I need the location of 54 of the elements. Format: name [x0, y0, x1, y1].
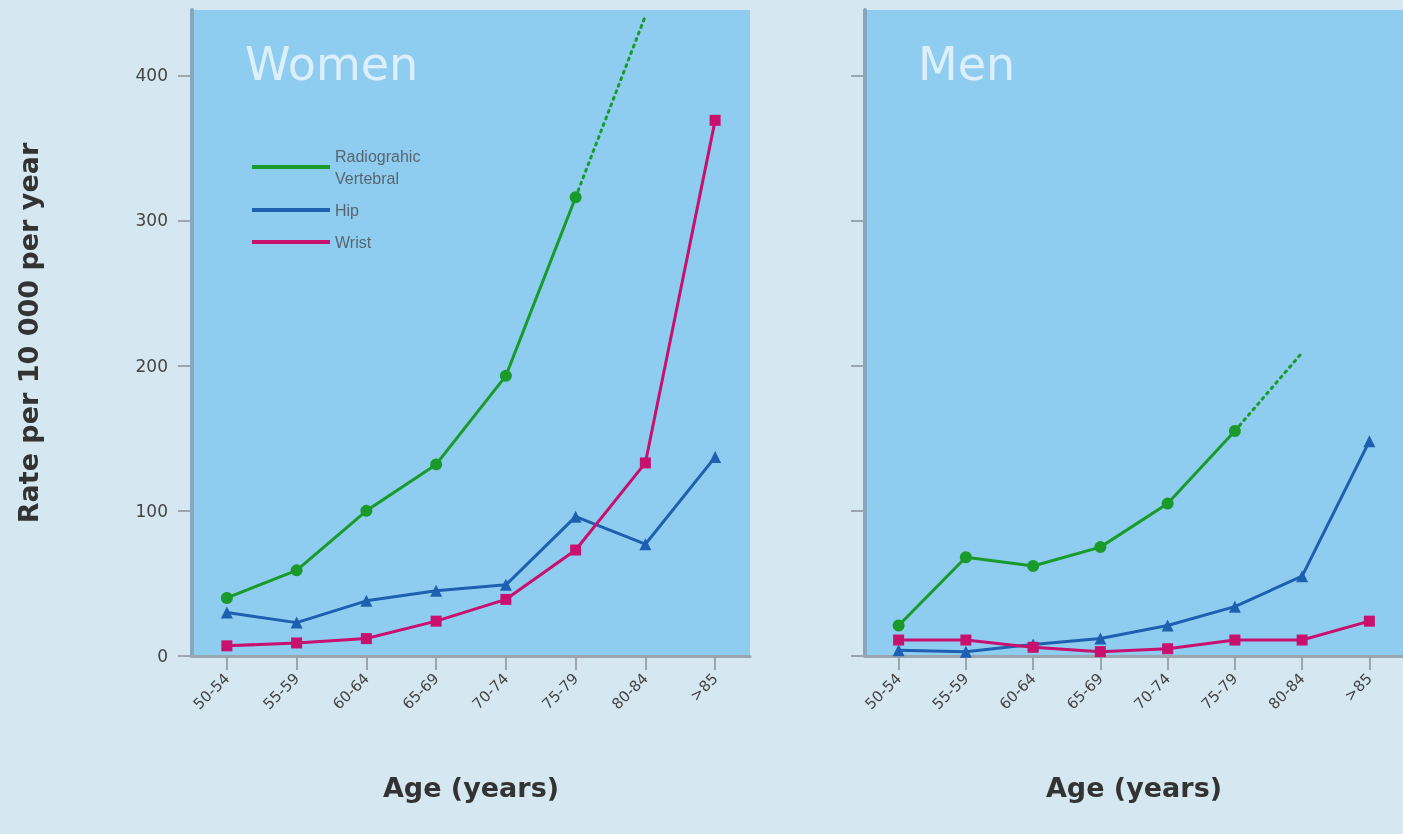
x-axis-title: Age (years) [1045, 772, 1223, 803]
legend-label: Wrist [335, 233, 372, 251]
point [892, 644, 905, 657]
point [430, 584, 443, 597]
point [1094, 632, 1107, 645]
point [220, 606, 233, 619]
point [430, 615, 442, 627]
point [959, 551, 972, 564]
point [220, 591, 233, 604]
text: Men [918, 37, 1016, 91]
point [1229, 634, 1241, 646]
point [709, 451, 722, 464]
point [893, 634, 905, 646]
point [1228, 424, 1241, 437]
point [1161, 497, 1174, 510]
y-tick-label: 300 [135, 210, 168, 231]
y-tick-label: 100 [135, 500, 168, 521]
point [1363, 435, 1376, 448]
y-tick-label: 400 [135, 65, 168, 86]
point [291, 637, 303, 649]
point [221, 640, 233, 652]
y-tick-label: 200 [135, 355, 168, 376]
point [500, 593, 512, 605]
point [290, 564, 303, 577]
point [1296, 634, 1308, 646]
point [360, 633, 372, 645]
point [569, 191, 582, 204]
y-tick-label: 0 [157, 646, 168, 666]
point [360, 504, 373, 517]
legend-label: Hip [335, 201, 360, 219]
x-axis-title: Age (years) [382, 772, 560, 803]
point [709, 114, 721, 126]
point [360, 594, 373, 607]
point [1027, 560, 1040, 572]
point [499, 369, 512, 382]
point [892, 619, 905, 632]
text: Women [245, 37, 419, 91]
point [1296, 570, 1309, 583]
legend-label: Radiograhic Vertebral [335, 147, 425, 187]
point [960, 634, 972, 646]
point [639, 457, 651, 469]
point [1094, 541, 1107, 554]
point [1228, 600, 1241, 613]
y-axis-title: Rate per 10 000 per year [13, 142, 44, 524]
point [499, 578, 512, 591]
point [1363, 615, 1375, 627]
point [570, 544, 582, 556]
point [430, 458, 443, 471]
point [290, 616, 303, 629]
point [1161, 619, 1174, 632]
point [959, 645, 972, 658]
point [1094, 646, 1106, 658]
point [1162, 643, 1174, 655]
point [639, 538, 652, 551]
